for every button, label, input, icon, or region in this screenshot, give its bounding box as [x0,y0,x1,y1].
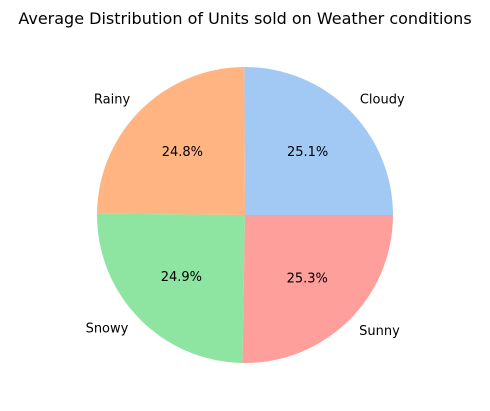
pie-slices [97,66,393,364]
pie-slice-snowy [97,213,245,363]
pct-label-rainy: 24.8% [162,145,203,160]
pie-slice-rainy [97,67,245,215]
slice-label-rainy: Rainy [94,93,131,108]
pie-labels: Cloudy 25.1% Rainy 24.8% Snowy 24.9% Sunny 25.3… [86,93,405,339]
chart-title: Average Distribution of Units sold on We… [18,9,471,28]
slice-label-sunny: Sunny [359,324,400,339]
pct-label-sunny: 25.3% [287,271,328,286]
slice-label-cloudy: Cloudy [360,93,405,108]
pie-slice-sunny [242,215,393,364]
pie-slice-cloudy [244,66,393,215]
slice-label-snowy: Snowy [86,322,129,337]
pct-label-snowy: 24.9% [161,270,202,285]
pct-label-cloudy: 25.1% [287,145,328,160]
